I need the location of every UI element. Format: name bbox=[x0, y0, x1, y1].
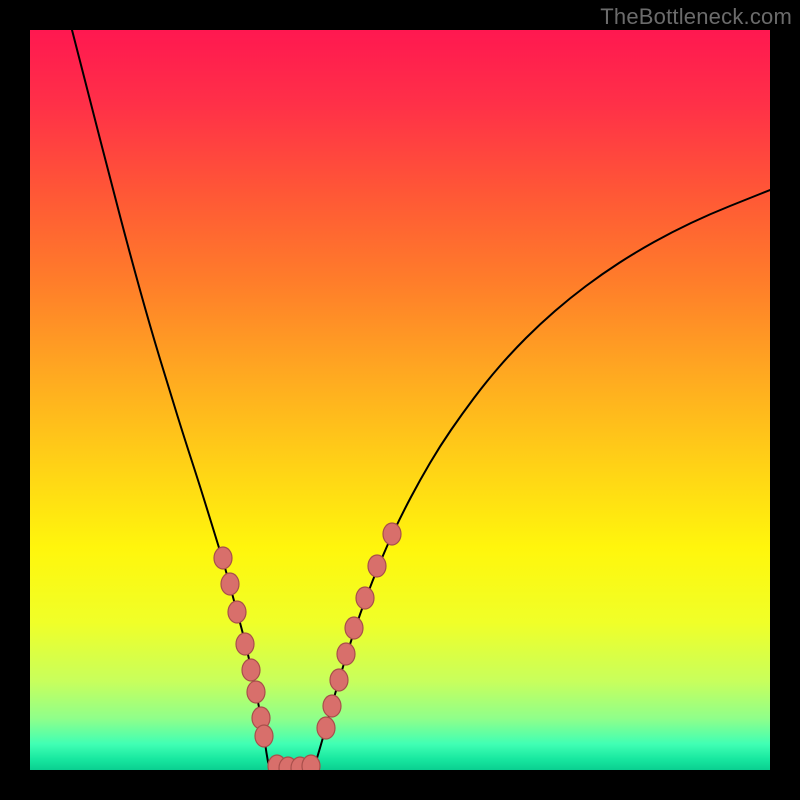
data-marker bbox=[323, 695, 341, 717]
data-marker bbox=[356, 587, 374, 609]
chart-stage: TheBottleneck.com bbox=[0, 0, 800, 800]
data-marker bbox=[221, 573, 239, 595]
watermark-text: TheBottleneck.com bbox=[600, 4, 792, 30]
data-marker bbox=[228, 601, 246, 623]
data-marker bbox=[302, 755, 320, 770]
data-marker bbox=[255, 725, 273, 747]
data-marker bbox=[383, 523, 401, 545]
data-marker bbox=[242, 659, 260, 681]
data-marker bbox=[368, 555, 386, 577]
data-marker bbox=[337, 643, 355, 665]
data-marker bbox=[247, 681, 265, 703]
data-marker bbox=[330, 669, 348, 691]
data-marker bbox=[236, 633, 254, 655]
plot-area bbox=[30, 30, 770, 770]
marker-layer bbox=[30, 30, 770, 770]
data-marker bbox=[345, 617, 363, 639]
data-marker bbox=[214, 547, 232, 569]
data-marker bbox=[317, 717, 335, 739]
